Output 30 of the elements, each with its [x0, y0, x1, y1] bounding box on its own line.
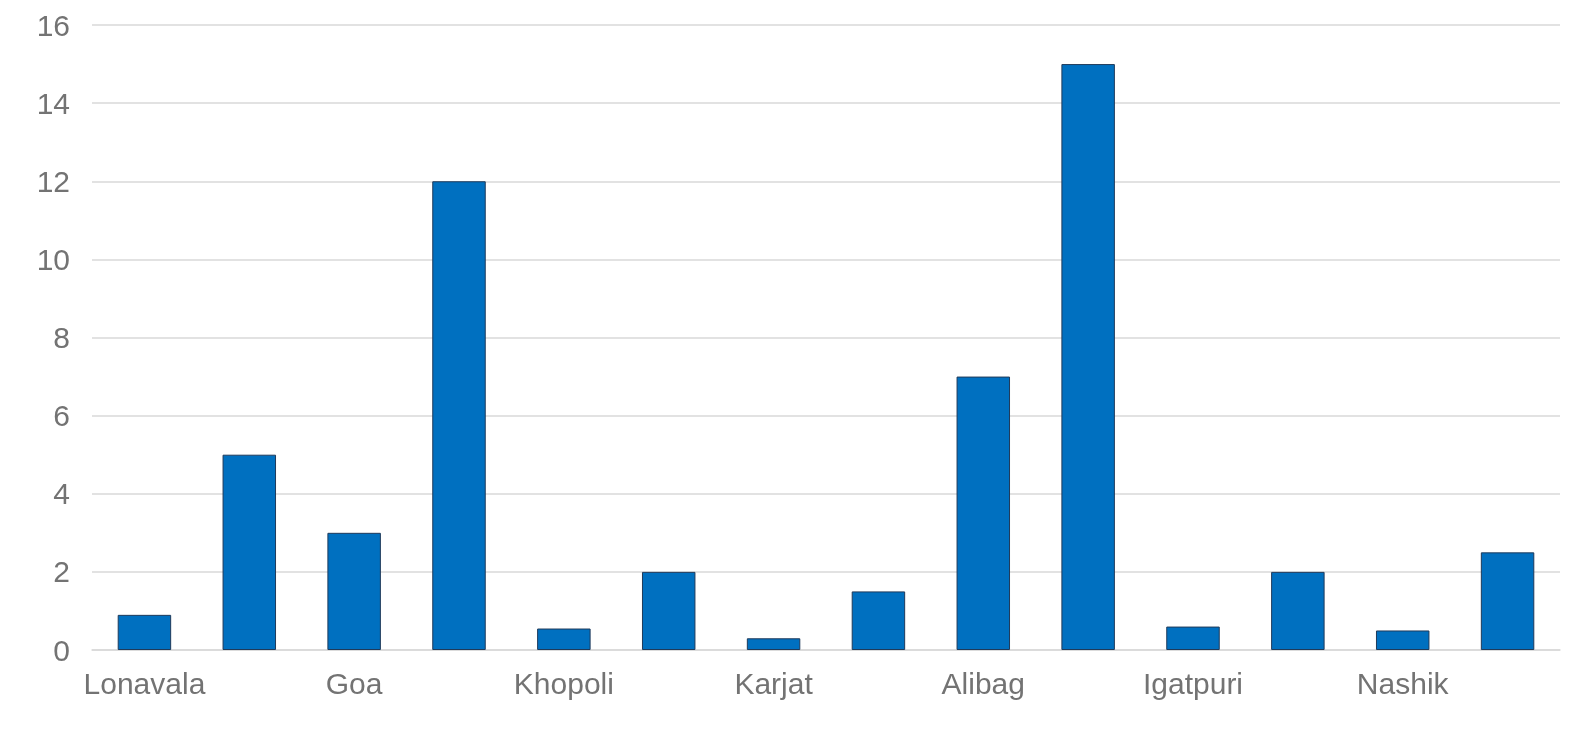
x-tick-label: Alibag [941, 666, 1025, 700]
bar [537, 628, 591, 650]
y-tick-label: 6 [53, 399, 70, 433]
bar [1375, 630, 1430, 650]
y-tick-label: 14 [36, 86, 70, 120]
bar [222, 454, 277, 650]
y-tick-label: 10 [36, 242, 70, 276]
bar [1480, 552, 1535, 650]
y-tick-label: 2 [53, 555, 70, 589]
bar [641, 571, 696, 650]
x-tick-label: Igatpuri [1142, 666, 1244, 700]
bar [746, 638, 801, 650]
x-tick-label: Karjat [734, 666, 814, 700]
y-tick-label: 12 [36, 164, 70, 198]
bar [1166, 626, 1220, 650]
y-tick-label: 4 [53, 477, 70, 511]
y-tick-label: 0 [53, 633, 70, 667]
x-tick-label: Nashik [1356, 666, 1450, 700]
bar [1061, 64, 1115, 650]
bar [956, 376, 1011, 650]
x-tick-label: Goa [325, 666, 383, 700]
y-tick-label: 16 [36, 8, 70, 42]
bar [327, 532, 381, 650]
bar [117, 614, 172, 650]
x-tick-label: Khopoli [513, 666, 614, 700]
bar [1271, 571, 1325, 650]
y-tick-label: 8 [53, 321, 70, 354]
bar [432, 181, 486, 650]
x-tick-label: Lonavala [83, 666, 206, 700]
bar [851, 591, 906, 650]
